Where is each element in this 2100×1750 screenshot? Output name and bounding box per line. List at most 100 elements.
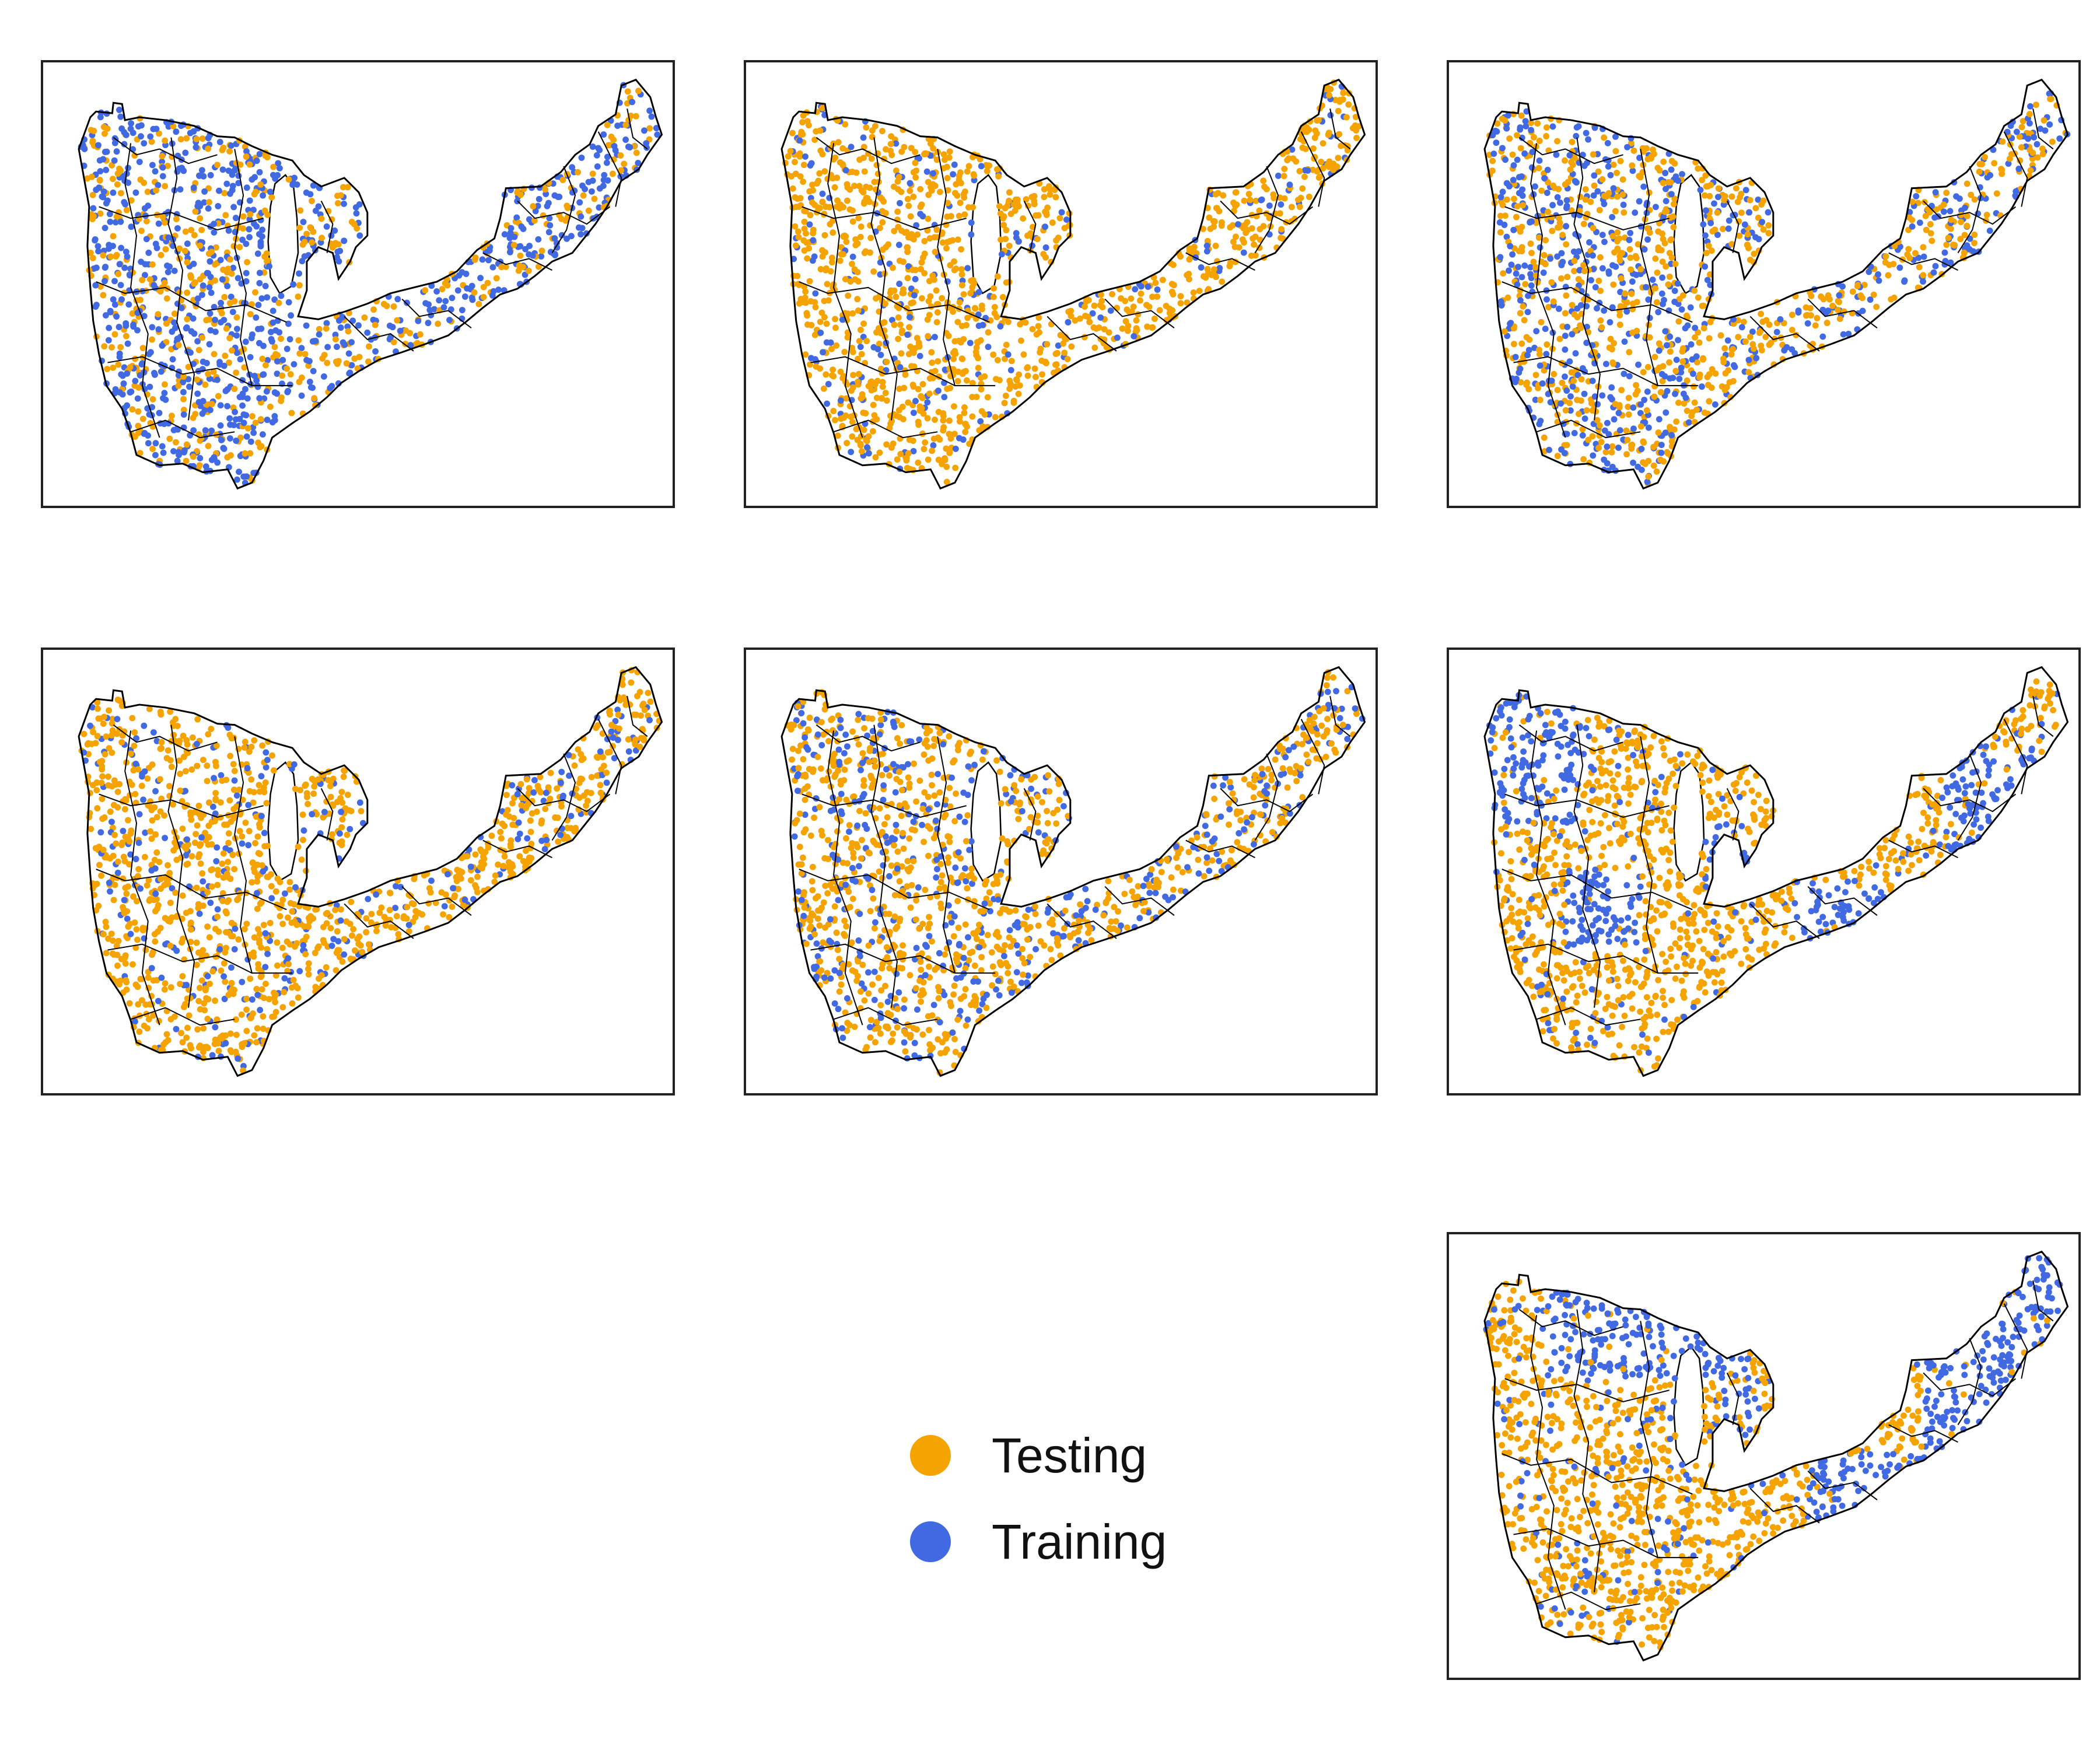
testing-site-point bbox=[156, 776, 163, 783]
testing-site-point bbox=[236, 828, 243, 835]
training-site-point bbox=[348, 362, 355, 369]
testing-site-point bbox=[192, 208, 199, 215]
testing-site-point bbox=[925, 215, 932, 222]
testing-site-point bbox=[646, 125, 653, 132]
testing-site-point bbox=[2016, 133, 2023, 140]
testing-site-point bbox=[1154, 293, 1161, 300]
testing-site-point bbox=[223, 325, 230, 332]
testing-site-point bbox=[202, 382, 209, 388]
training-site-point bbox=[90, 205, 97, 212]
testing-site-point bbox=[928, 303, 935, 310]
testing-site-point bbox=[1296, 167, 1303, 174]
testing-site-point bbox=[475, 300, 482, 307]
training-site-point bbox=[1636, 155, 1643, 162]
testing-site-point bbox=[262, 152, 269, 159]
testing-site-point bbox=[1628, 445, 1635, 452]
testing-site-point bbox=[894, 208, 901, 215]
training-site-point bbox=[1620, 370, 1628, 377]
training-site-point bbox=[223, 180, 230, 187]
testing-site-point bbox=[1667, 348, 1674, 355]
testing-site-point bbox=[305, 971, 312, 978]
training-site-point bbox=[897, 364, 904, 371]
training-site-point bbox=[123, 249, 130, 256]
training-site-point bbox=[812, 290, 819, 297]
testing-site-point bbox=[312, 402, 318, 409]
testing-site-point bbox=[247, 211, 254, 218]
training-site-point bbox=[270, 319, 276, 326]
training-site-point bbox=[1544, 190, 1550, 196]
testing-site-point bbox=[900, 416, 907, 423]
testing-site-point bbox=[823, 320, 830, 327]
testing-site-point bbox=[1679, 348, 1686, 355]
testing-site-point bbox=[929, 359, 936, 366]
testing-site-point bbox=[275, 299, 282, 306]
training-site-point bbox=[116, 106, 123, 113]
testing-site-point bbox=[1494, 120, 1501, 127]
training-site-point bbox=[116, 389, 123, 396]
training-site-point bbox=[258, 295, 265, 302]
training-site-point bbox=[307, 384, 314, 391]
training-site-point bbox=[1662, 429, 1669, 436]
region-border bbox=[78, 78, 663, 490]
testing-site-point bbox=[1730, 345, 1737, 352]
testing-site-point bbox=[1927, 230, 1934, 237]
training-site-point bbox=[1947, 208, 1954, 215]
testing-site-point bbox=[932, 183, 939, 190]
training-site-point bbox=[1920, 253, 1927, 260]
testing-site-point bbox=[1227, 224, 1234, 231]
testing-site-point bbox=[1651, 354, 1658, 360]
training-site-point bbox=[536, 195, 542, 202]
testing-site-point bbox=[1040, 251, 1047, 257]
training-site-point bbox=[1752, 234, 1759, 241]
testing-site-point bbox=[1128, 295, 1135, 302]
testing-site-point bbox=[138, 228, 145, 235]
training-site-point bbox=[601, 172, 608, 178]
training-site-point bbox=[191, 330, 198, 337]
testing-site-point bbox=[221, 190, 228, 197]
testing-site-point bbox=[2025, 130, 2032, 137]
testing-site-point bbox=[919, 381, 926, 388]
testing-site-point bbox=[1569, 302, 1576, 309]
testing-site-point bbox=[290, 977, 297, 984]
testing-site-point bbox=[641, 706, 648, 713]
training-site-point bbox=[1518, 134, 1525, 141]
testing-site-point bbox=[279, 372, 286, 379]
training-site-point bbox=[341, 201, 347, 207]
testing-site-point bbox=[855, 307, 862, 314]
training-site-point bbox=[211, 220, 218, 228]
testing-site-point bbox=[190, 453, 197, 460]
training-site-point bbox=[126, 271, 133, 278]
testing-site-point bbox=[1703, 250, 1710, 257]
training-site-point bbox=[415, 317, 422, 324]
testing-site-point bbox=[939, 295, 946, 302]
testing-site-point bbox=[197, 985, 203, 992]
training-site-point bbox=[276, 329, 283, 336]
training-site-point bbox=[1643, 284, 1650, 290]
training-site-point bbox=[150, 282, 158, 289]
testing-site-point bbox=[950, 355, 957, 362]
testing-site-point bbox=[1027, 230, 1034, 237]
testing-site-point bbox=[821, 168, 828, 175]
map-canvas bbox=[78, 666, 663, 1077]
testing-site-point bbox=[161, 279, 168, 286]
testing-site-point bbox=[878, 195, 886, 202]
training-site-point bbox=[2031, 134, 2038, 141]
testing-site-point bbox=[1211, 218, 1218, 225]
testing-site-point bbox=[970, 204, 977, 211]
testing-site-point bbox=[260, 922, 267, 929]
testing-site-point bbox=[1758, 346, 1765, 354]
training-site-point bbox=[877, 259, 884, 266]
testing-site-point bbox=[1353, 127, 1360, 134]
testing-site-point bbox=[1904, 251, 1911, 258]
training-site-point bbox=[174, 225, 181, 232]
training-site-point bbox=[2046, 121, 2053, 128]
testing-site-point bbox=[209, 968, 216, 975]
testing-site-point bbox=[860, 410, 867, 416]
training-site-point bbox=[819, 190, 826, 197]
training-site-point bbox=[293, 181, 300, 188]
testing-site-point bbox=[194, 376, 201, 383]
testing-site-point bbox=[1948, 216, 1955, 223]
watershed-boundary bbox=[2003, 131, 2028, 207]
training-site-point bbox=[2026, 120, 2033, 127]
testing-site-point bbox=[800, 162, 807, 169]
